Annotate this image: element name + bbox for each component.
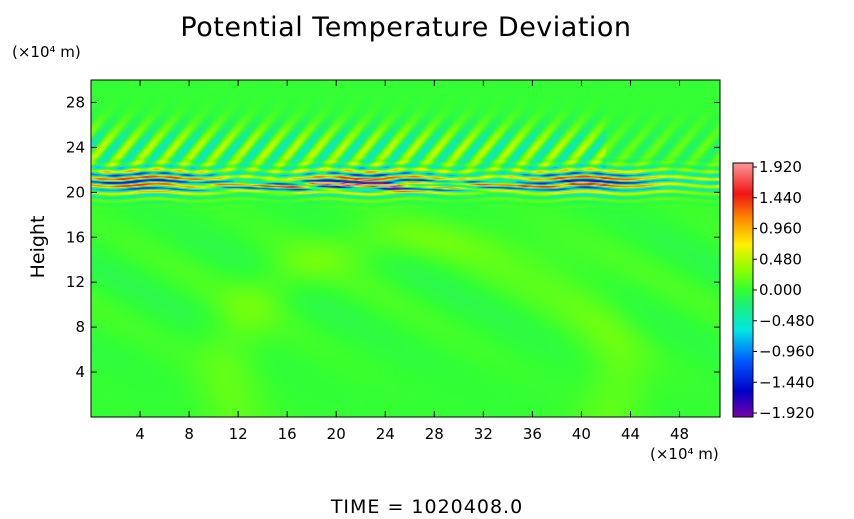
x-axis-unit: (×10⁴ m) (650, 445, 719, 463)
colorbar-label: −0.960 (759, 343, 815, 361)
colorbar-label: −0.480 (759, 312, 815, 330)
heatmap-field (91, 80, 720, 417)
y-axis-unit: (×10⁴ m) (12, 43, 81, 61)
x-tick-label: 48 (670, 425, 689, 443)
y-tick-label: 28 (66, 93, 85, 111)
x-tick-label: 4 (135, 425, 145, 443)
x-tick-label: 36 (523, 425, 542, 443)
y-tick-label: 4 (75, 363, 85, 381)
plot-frame (90, 79, 721, 418)
x-tick-label: 40 (572, 425, 591, 443)
colorbar-label: −1.920 (759, 404, 815, 422)
y-tick-label: 8 (75, 318, 85, 336)
colorbar-label: 0.960 (759, 220, 802, 238)
y-tick-label: 24 (66, 138, 85, 156)
colorbar-frame (732, 162, 754, 418)
x-tick-label: 16 (278, 425, 297, 443)
y-tick-label: 20 (66, 183, 85, 201)
x-tick-label: 44 (621, 425, 640, 443)
time-label: TIME = 1020408.0 (330, 496, 524, 518)
colorbar-label: 0.480 (759, 250, 802, 268)
x-tick-label: 28 (425, 425, 444, 443)
x-tick-label: 8 (184, 425, 194, 443)
colorbar-label: −1.440 (759, 373, 815, 391)
colorbar-label: 1.920 (759, 158, 802, 176)
colorbar-label: 0.000 (759, 281, 802, 299)
x-tick-label: 24 (376, 425, 395, 443)
chart-title: Potential Temperature Deviation (180, 12, 632, 43)
colorbar (733, 163, 753, 417)
x-tick-label: 32 (474, 425, 493, 443)
y-tick-label: 16 (66, 228, 85, 246)
y-tick-label: 12 (66, 273, 85, 291)
colorbar-label: 1.440 (759, 189, 802, 207)
x-tick-label: 20 (327, 425, 346, 443)
x-tick-label: 12 (229, 425, 248, 443)
